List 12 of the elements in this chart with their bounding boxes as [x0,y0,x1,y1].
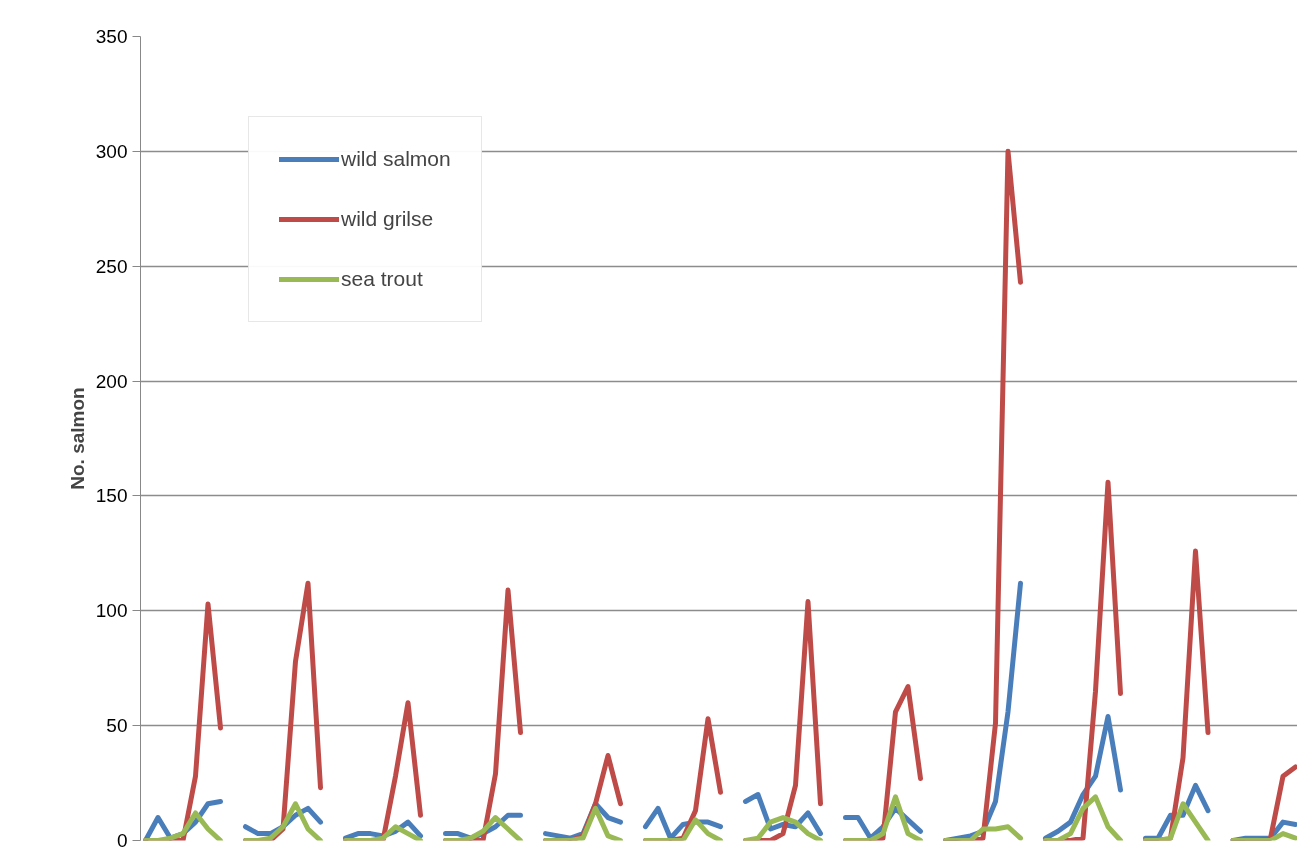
legend-label: wild grilse [341,207,434,231]
y-tick-label: 150 [95,485,128,507]
y-axis-title: No. salmon [66,387,88,490]
y-tick-label: 350 [95,26,128,47]
y-tick-label: 50 [106,715,128,737]
y-tick-label: 100 [95,600,128,622]
legend-label: sea trout [341,267,423,291]
y-tick-label: 0 [116,830,128,847]
legend-label: wild salmon [341,147,451,171]
y-tick-label: 250 [95,255,128,277]
y-tick-label: 200 [95,370,128,392]
y-tick-label: 300 [95,140,128,162]
